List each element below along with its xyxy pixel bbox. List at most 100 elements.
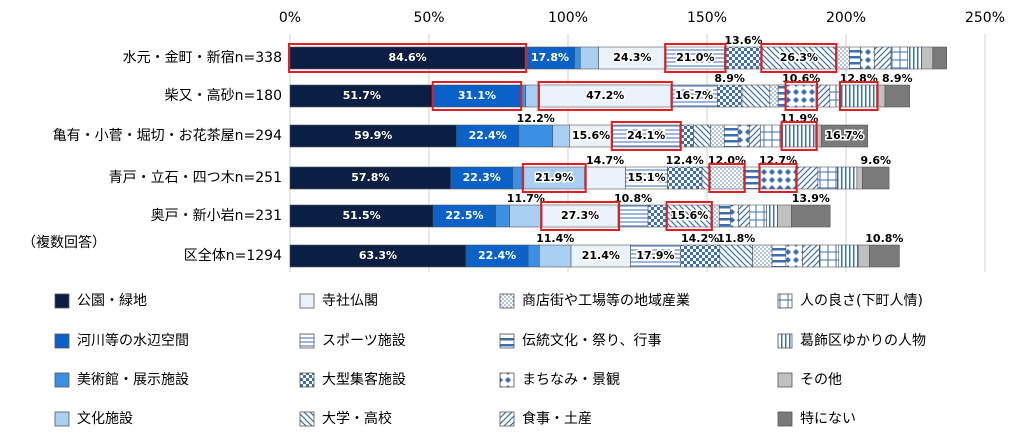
legend-label: 人の良さ(下町人情)	[800, 293, 923, 309]
annotation: （複数回答）	[22, 234, 106, 251]
legend-swatch	[299, 372, 315, 388]
bar-segment	[527, 244, 540, 268]
value-label: 17.9%	[636, 249, 674, 262]
legend-swatch	[54, 372, 70, 388]
legend-swatch	[299, 333, 315, 349]
bar-segment	[907, 46, 922, 70]
bar-segment	[749, 204, 767, 228]
legend-label: 美術館・展示施設	[77, 371, 189, 388]
value-label: 22.5%	[445, 209, 483, 222]
legend-swatch	[299, 411, 315, 427]
legend-swatch	[777, 293, 793, 309]
bar-segment	[760, 124, 783, 148]
bar-segment	[584, 166, 626, 190]
bar-segment	[819, 244, 840, 268]
value-label: 11.4%	[536, 232, 574, 245]
legend-label: 食事・土産	[522, 410, 592, 427]
legend-label: 大型集客施設	[322, 371, 406, 388]
bar-segment	[874, 46, 892, 70]
bar-segment	[884, 84, 910, 108]
value-label: 63.3%	[359, 249, 397, 262]
highlight-box	[758, 163, 798, 193]
bar-segment	[769, 84, 779, 108]
legend-label: 葛飾区ゆかりの人物	[800, 333, 926, 349]
legend-label: 伝統文化・祭り、行事	[522, 333, 661, 349]
x-tick-label: 100%	[548, 10, 588, 26]
legend-swatch	[499, 333, 515, 349]
bar-segment	[795, 166, 819, 190]
bar-segment	[921, 46, 934, 70]
highlight-box	[664, 43, 727, 73]
value-label: 10.8%	[865, 232, 903, 245]
value-label: 17.8%	[531, 51, 569, 64]
bar-segment	[890, 46, 909, 70]
value-label: 59.9%	[354, 129, 392, 142]
value-label: 11.7%	[507, 192, 545, 205]
legend-label: 商店街や工場等の地域産業	[522, 292, 690, 309]
value-label: 12.7%	[759, 154, 797, 167]
legend-swatch	[54, 293, 70, 309]
value-label: 27.3%	[561, 209, 599, 222]
value-label: 12.2%	[517, 112, 555, 125]
bar-segment	[817, 166, 838, 190]
x-tick-label: 200%	[826, 10, 866, 26]
highlight-box	[431, 81, 523, 111]
bar-segment	[724, 46, 763, 70]
bar-segment	[716, 84, 743, 108]
highlight-box	[540, 201, 621, 231]
value-label: 16.7%	[675, 89, 713, 102]
bar-segment	[777, 204, 792, 228]
value-label: 12.0%	[708, 154, 746, 167]
value-label: 12.8%	[840, 72, 878, 85]
bar-segment	[771, 244, 787, 268]
value-label: 9.6%	[860, 154, 891, 167]
x-tick-label: 250%	[965, 10, 1005, 26]
highlight-box	[288, 43, 528, 73]
value-label: 14.7%	[586, 154, 624, 167]
value-label: 21.4%	[582, 249, 620, 262]
bar-segment	[723, 124, 739, 148]
value-label: 22.3%	[463, 171, 501, 184]
bar-segment	[730, 204, 739, 228]
x-tick-label: 150%	[687, 10, 727, 26]
value-label: 16.7%	[825, 129, 863, 142]
bar-segment	[838, 244, 859, 268]
bar-segment	[719, 244, 753, 268]
value-label: 13.9%	[792, 192, 830, 205]
category-label: 亀有・小菅・堀切・お花茶屋n=294	[53, 128, 282, 144]
value-label: 22.4%	[478, 249, 516, 262]
bar-segment	[932, 46, 947, 70]
legend-label: 特にない	[800, 411, 856, 427]
legend-swatch	[54, 333, 70, 349]
value-label: 11.9%	[780, 112, 818, 125]
bar-segment	[766, 204, 778, 228]
bar-segment	[815, 84, 831, 108]
bar-segment	[785, 244, 803, 268]
bar-segment	[667, 166, 703, 190]
legend-label: 河川等の水辺空間	[77, 332, 189, 349]
category-label: 柴又・高砂n=180	[165, 87, 282, 104]
legend-label: スポーツ施設	[322, 333, 406, 349]
bar-segment	[857, 244, 870, 268]
legend-label: 寺社仏閣	[322, 293, 378, 309]
bar-segment	[710, 166, 744, 190]
legend-label: まちなみ・景観	[522, 371, 620, 388]
highlight-box	[537, 81, 673, 111]
bar-segment	[786, 84, 817, 108]
bar-segment	[752, 244, 773, 268]
legend-swatch	[499, 293, 515, 309]
bar-segment	[760, 166, 796, 190]
value-label: 8.9%	[882, 72, 913, 85]
bar-segment	[495, 204, 510, 228]
bar-segment	[741, 84, 771, 108]
legend-swatch	[499, 372, 515, 388]
bar-segment	[835, 46, 850, 70]
bar-segment	[737, 124, 750, 148]
category-label: 奥戸・新小岩n=231	[151, 207, 282, 224]
bar-segment	[802, 244, 820, 268]
legend-swatch	[299, 293, 315, 309]
bar-segment	[738, 204, 751, 228]
category-label: 区全体n=1294	[184, 247, 282, 264]
bar-segment	[579, 46, 599, 70]
